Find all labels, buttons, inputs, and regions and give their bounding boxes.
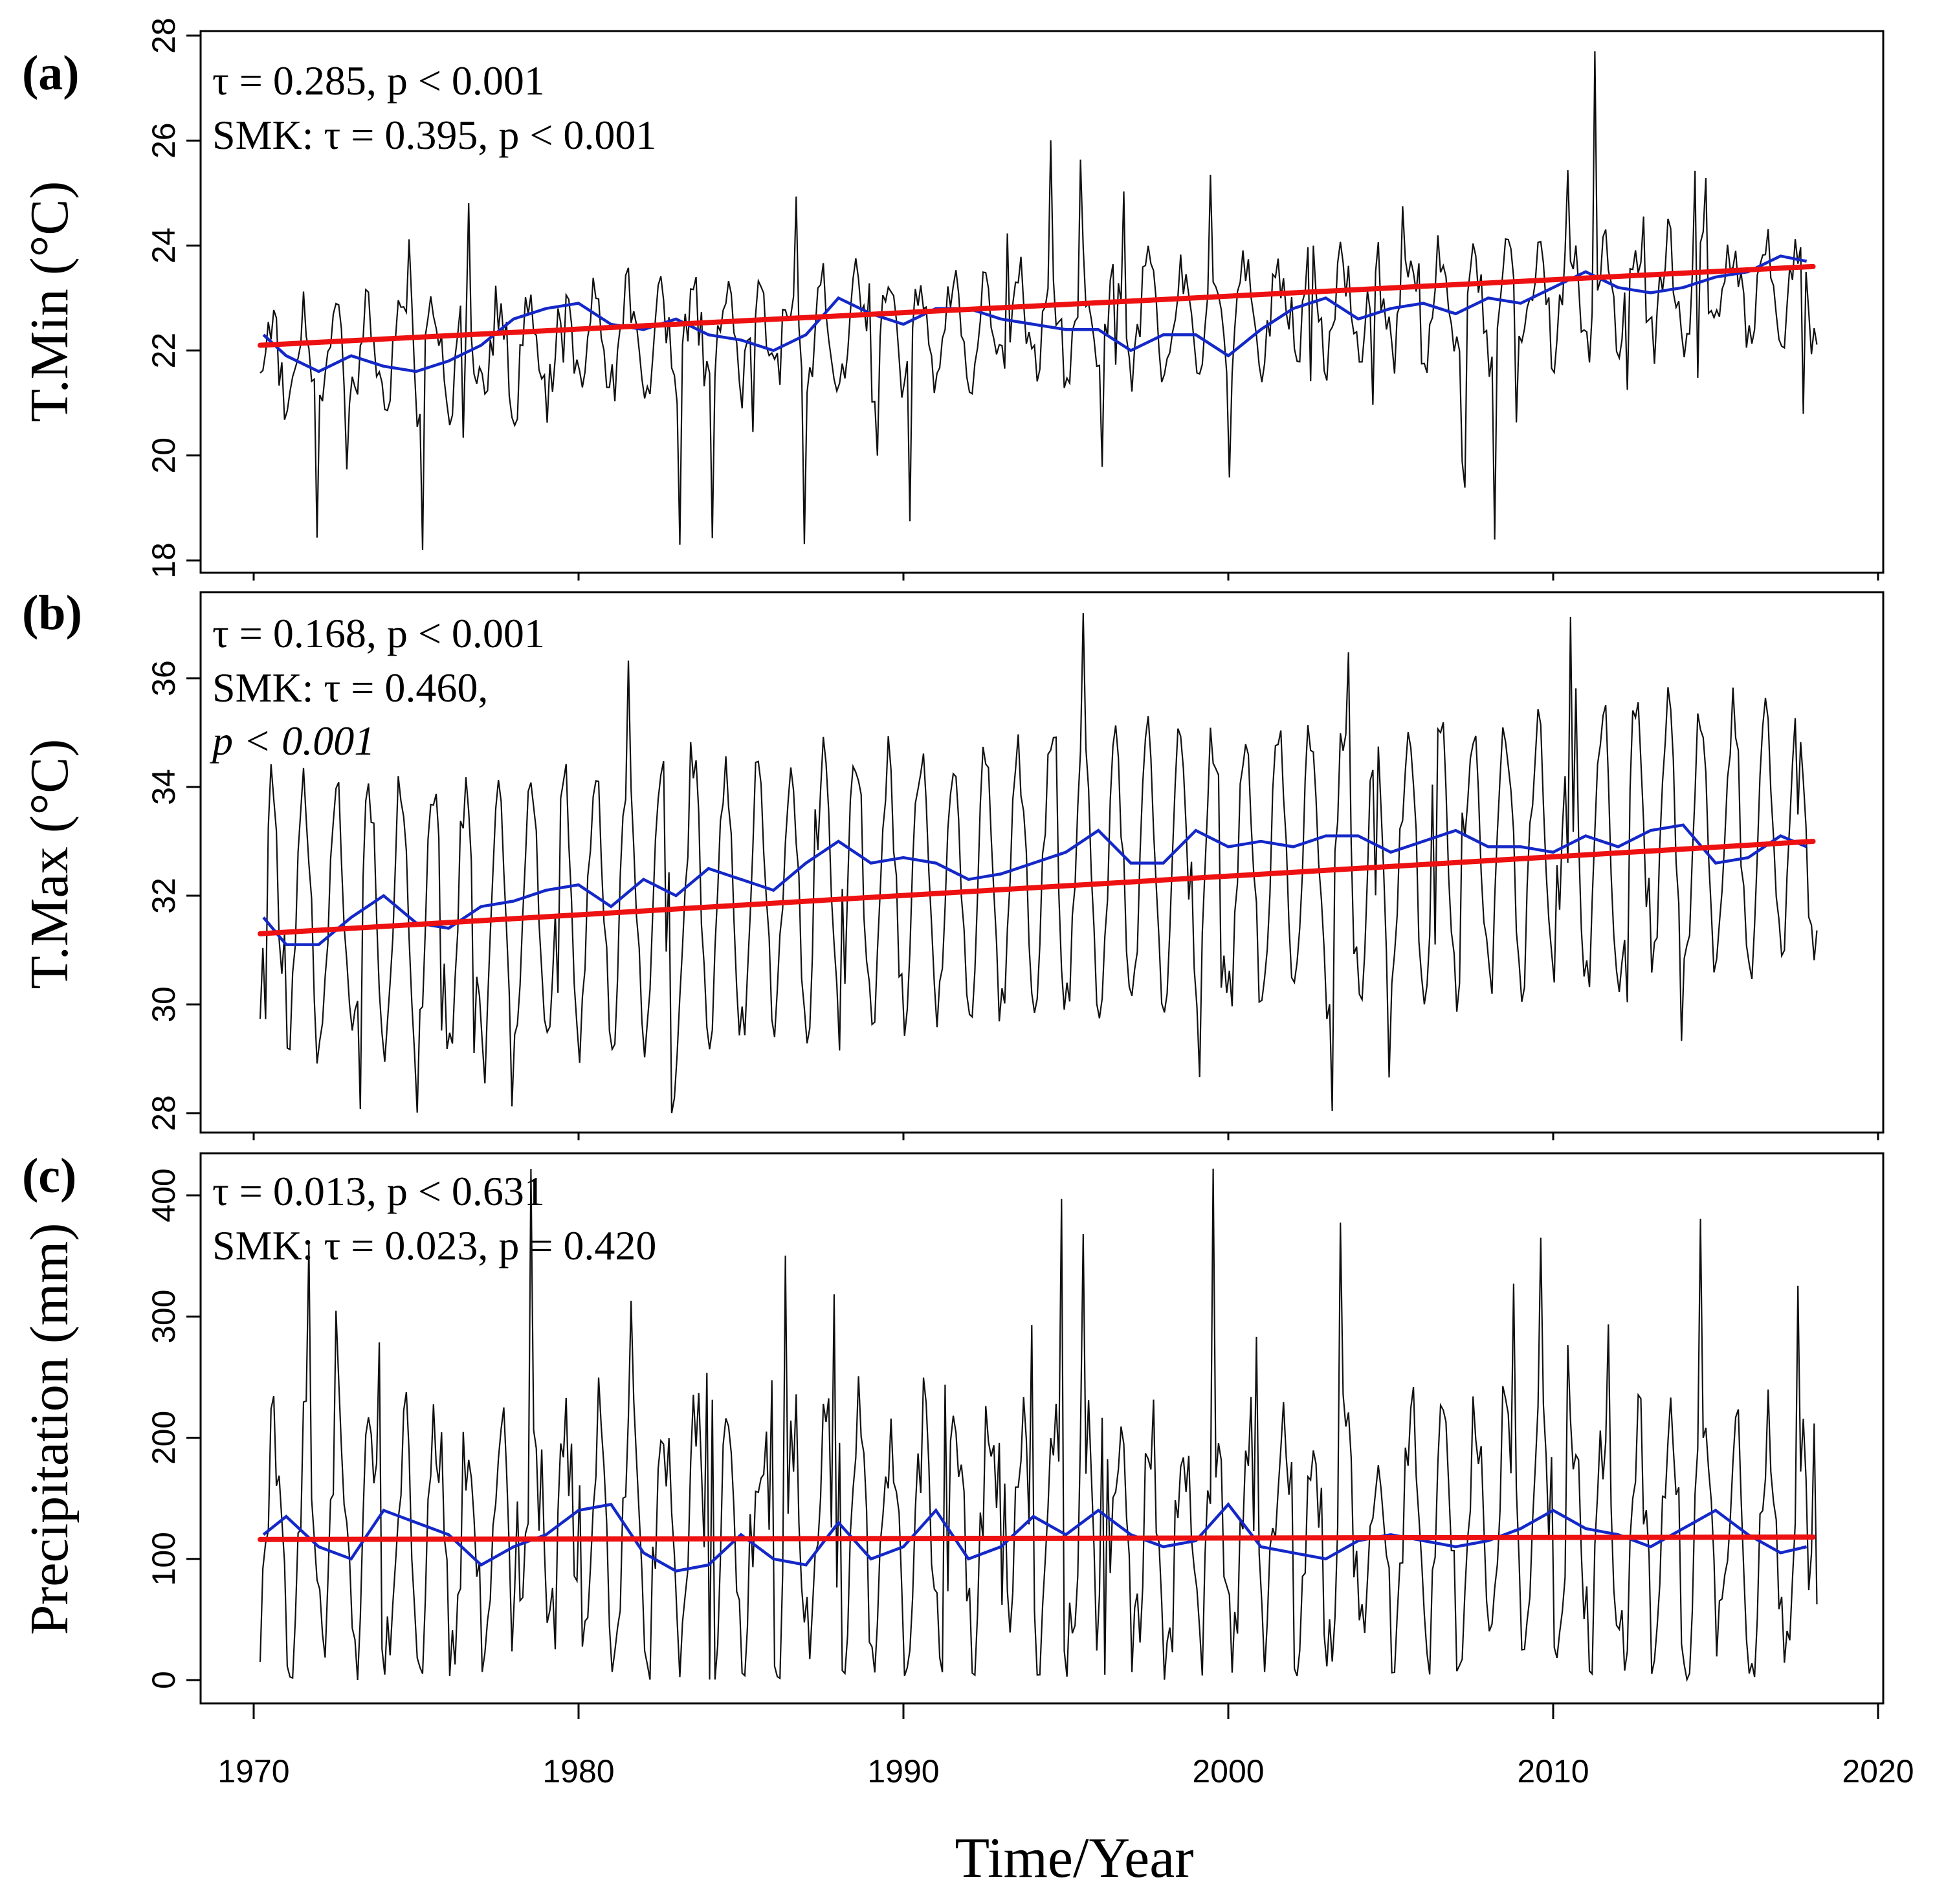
panel-a-annotation-1: τ = 0.285, p < 0.001 bbox=[212, 58, 545, 104]
x-tick-label: 1990 bbox=[867, 1753, 939, 1789]
panel-c-y-tick-label: 400 bbox=[146, 1168, 182, 1222]
panel-a-annotation-2: SMK: τ = 0.395, p < 0.001 bbox=[212, 112, 656, 158]
panel-b-monthly-series bbox=[259, 613, 1818, 1114]
panel-b-y-tick-label: 34 bbox=[146, 769, 182, 805]
panel-b-y-tick-label: 32 bbox=[146, 878, 182, 914]
panel-b-y-axis-label: T.Max (°C) bbox=[19, 739, 80, 990]
panel-c-moving-average bbox=[262, 1501, 1808, 1573]
panel-a-monthly-series bbox=[260, 51, 1818, 550]
panel-c-y-ticks: 0 100 200 300 400 bbox=[146, 1168, 201, 1689]
panel-c-y-tick-label: 0 bbox=[146, 1671, 182, 1689]
panel-c-annotation-1: τ = 0.013, p < 0.631 bbox=[212, 1168, 545, 1214]
panel-a-y-tick-label: 28 bbox=[146, 17, 182, 54]
panel-b-trend-line bbox=[258, 839, 1816, 936]
x-axis: 1970 1980 1990 2000 2010 2020 bbox=[217, 573, 1914, 1789]
panel-a-plot bbox=[258, 51, 1818, 550]
x-tick-label: 2010 bbox=[1517, 1753, 1589, 1789]
panel-a: 18 20 22 24 26 28 (a) T.Min (°C) τ = 0.285, p… bbox=[19, 17, 1885, 579]
panel-a-y-tick-label: 18 bbox=[146, 542, 182, 579]
panel-a-frame bbox=[199, 30, 1885, 574]
panel-b-annotation-1: τ = 0.168, p < 0.001 bbox=[212, 610, 545, 656]
x-tick-label: 2000 bbox=[1192, 1753, 1264, 1789]
panel-b-frame bbox=[199, 591, 1885, 1134]
panel-b-annotation-3: p < 0.001 bbox=[210, 718, 375, 764]
panel-a-y-tick-label: 22 bbox=[146, 333, 182, 369]
panel-b-moving-average bbox=[262, 823, 1808, 946]
panel-b-y-tick-label: 36 bbox=[146, 660, 182, 696]
panel-b: 28 30 32 34 36 (b) T.Max (°C) τ = 0.168, p <… bbox=[19, 586, 1885, 1134]
panel-c-monthly-series bbox=[259, 1168, 1818, 1683]
panel-b-y-ticks: 28 30 32 34 36 bbox=[146, 660, 201, 1131]
panel-c-trend-line bbox=[258, 1534, 1816, 1542]
x-tick-label: 2020 bbox=[1842, 1753, 1914, 1789]
panel-a-trend-line bbox=[258, 263, 1816, 348]
x-tick-label: 1980 bbox=[542, 1753, 614, 1789]
panel-b-label: (b) bbox=[22, 586, 82, 640]
panel-a-y-tick-label: 24 bbox=[146, 228, 182, 264]
panel-c: 0 100 200 300 400 (c) Precipitation (mm) τ =… bbox=[19, 1149, 1885, 1705]
panel-c-y-tick-label: 100 bbox=[146, 1532, 182, 1586]
panel-a-y-tick-label: 20 bbox=[146, 437, 182, 474]
panel-a-y-axis-label: T.Min (°C) bbox=[19, 181, 80, 423]
panel-a-y-ticks: 18 20 22 24 26 28 bbox=[146, 17, 201, 579]
panel-c-y-tick-label: 200 bbox=[146, 1411, 182, 1465]
panel-b-y-tick-label: 30 bbox=[146, 986, 182, 1023]
panel-c-label: (c) bbox=[22, 1149, 76, 1203]
panel-a-moving-average bbox=[262, 254, 1808, 373]
panel-c-y-tick-label: 300 bbox=[146, 1290, 182, 1344]
panel-a-y-tick-label: 26 bbox=[146, 122, 182, 159]
x-tick-label: 1970 bbox=[217, 1753, 289, 1789]
panel-c-plot bbox=[258, 1168, 1818, 1683]
panel-b-annotation-2: SMK: τ = 0.460, bbox=[212, 665, 488, 711]
panel-c-annotation-2: SMK: τ = 0.023, p = 0.420 bbox=[212, 1223, 656, 1268]
x-axis-label: Time/Year bbox=[955, 1827, 1193, 1890]
panel-b-y-tick-label: 28 bbox=[146, 1095, 182, 1131]
panel-b-plot bbox=[258, 613, 1818, 1114]
panel-c-y-axis-label: Precipitation (mm) bbox=[19, 1223, 80, 1635]
panel-a-label: (a) bbox=[22, 46, 80, 100]
